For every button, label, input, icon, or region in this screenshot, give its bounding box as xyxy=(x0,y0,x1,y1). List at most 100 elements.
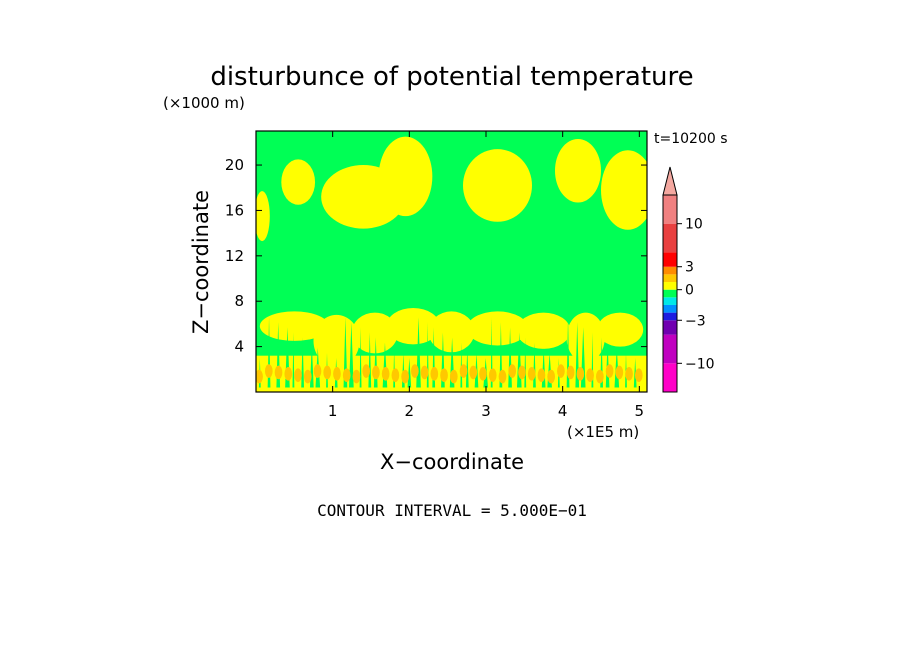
colorbar-segment-8 xyxy=(663,274,677,283)
x-axis-ticks: 1 2 3 4 5 xyxy=(328,131,644,420)
colorbar-segment-3 xyxy=(663,312,677,321)
upper-warm-region xyxy=(256,136,647,242)
colorbar-segment-0 xyxy=(663,363,677,392)
y-tick-label-2: 12 xyxy=(225,247,244,265)
y-tick-label-4: 20 xyxy=(225,156,244,174)
spike-4 xyxy=(292,332,295,388)
hot-spot-8 xyxy=(333,367,341,381)
time-label: t=10200 s xyxy=(654,131,728,147)
surface-hot-band xyxy=(256,364,643,384)
hot-spot-20 xyxy=(449,369,458,384)
hot-spot-39 xyxy=(634,368,643,383)
lower-warm-blob-3 xyxy=(386,308,440,345)
plot-frame xyxy=(255,130,648,393)
contour-interval-note: CONTOUR INTERVAL = 5.000E−01 xyxy=(317,501,587,520)
hot-spot-29 xyxy=(537,368,546,383)
spike-11 xyxy=(349,322,354,388)
hot-spot-35 xyxy=(596,369,604,384)
hot-spot-1 xyxy=(264,364,273,378)
x-axis-label: X−coordinate xyxy=(380,450,524,474)
upper-warm-blob-1 xyxy=(281,159,316,205)
colorbar-segment-2 xyxy=(663,320,677,335)
upper-warm-blob-5 xyxy=(555,138,601,203)
y-axis-ticks: 4 8 12 16 20 xyxy=(225,156,647,356)
hot-spot-10 xyxy=(352,369,361,384)
hot-spot-26 xyxy=(508,364,517,378)
colorbar-label-4: −10 xyxy=(685,356,715,372)
colorbar-segment-6 xyxy=(663,289,677,298)
hot-spot-15 xyxy=(401,369,409,384)
hot-spot-36 xyxy=(605,364,614,378)
hot-spot-25 xyxy=(498,369,507,384)
lower-warm-blob-6 xyxy=(516,312,571,349)
hot-spot-4 xyxy=(294,368,302,383)
hot-spot-5 xyxy=(303,369,312,384)
upper-warm-blob-6 xyxy=(601,150,647,230)
lower-warm-blob-1 xyxy=(313,314,360,368)
y-tick-label-3: 16 xyxy=(225,201,244,219)
x-tick-label-4: 5 xyxy=(635,402,645,420)
hot-spot-3 xyxy=(284,367,293,381)
hot-spot-6 xyxy=(313,364,322,378)
hot-spot-0 xyxy=(256,369,263,384)
hot-spot-11 xyxy=(362,364,371,378)
hot-spot-7 xyxy=(323,365,332,380)
hot-spot-13 xyxy=(381,367,390,381)
hot-spot-28 xyxy=(527,367,536,381)
colorbar-segment-10 xyxy=(663,252,677,267)
hot-spot-34 xyxy=(586,368,594,383)
spike-25 xyxy=(465,347,469,388)
lower-warm-blob-8 xyxy=(597,312,644,347)
colorbar-label-2: 0 xyxy=(685,283,694,299)
y-tick-label-0: 4 xyxy=(234,338,244,356)
spike-45 xyxy=(633,357,637,388)
colorbar-segment-11 xyxy=(663,223,677,253)
colorbar-segment-4 xyxy=(663,304,677,313)
hot-spot-12 xyxy=(372,365,380,380)
colorbar-labels: 10 3 0 −3 −10 xyxy=(677,217,715,372)
hot-spot-33 xyxy=(576,367,585,381)
spike-18 xyxy=(407,357,412,388)
hot-spot-32 xyxy=(566,365,575,380)
colorbar-label-3: −3 xyxy=(685,313,706,329)
upper-warm-blob-0 xyxy=(256,191,270,242)
colorbar xyxy=(662,166,678,393)
y-axis-label: Z−coordinate xyxy=(189,190,213,334)
lower-warm-blob-5 xyxy=(466,311,529,346)
colorbar-label-0: 10 xyxy=(685,217,703,233)
colorbar-segment-5 xyxy=(663,297,677,305)
hot-spot-18 xyxy=(430,367,439,381)
lower-warm-blob-7 xyxy=(566,312,605,363)
colorbar-extend-arrow xyxy=(662,166,678,196)
colorbar-segment-9 xyxy=(663,266,677,275)
colorbar-segment-7 xyxy=(663,282,677,290)
upper-warm-blob-4 xyxy=(463,149,532,222)
colorbar-segment-12 xyxy=(663,195,677,224)
x-tick-label-0: 1 xyxy=(328,402,338,420)
contour-field xyxy=(256,131,647,392)
colorbar-segment-1 xyxy=(663,334,677,364)
upper-warm-blob-3 xyxy=(378,136,433,217)
x-unit-label: (×1E5 m) xyxy=(567,423,639,441)
hot-spot-23 xyxy=(479,367,487,381)
y-tick-label-1: 8 xyxy=(234,292,244,310)
hot-spot-17 xyxy=(420,365,429,380)
spike-12 xyxy=(359,327,362,388)
colorbar-frame xyxy=(662,194,678,393)
hot-spot-27 xyxy=(518,365,526,380)
hot-spot-24 xyxy=(488,368,497,383)
x-tick-label-3: 4 xyxy=(558,402,568,420)
lower-warm-blob-2 xyxy=(351,312,398,354)
hot-spot-21 xyxy=(459,364,468,378)
colorbar-label-1: 3 xyxy=(685,260,694,276)
x-tick-label-1: 2 xyxy=(405,402,415,420)
hot-spot-16 xyxy=(411,364,419,378)
spike-5 xyxy=(301,337,304,388)
chart-title: disturbunce of potential temperature xyxy=(210,62,693,92)
hot-spot-37 xyxy=(615,365,624,380)
hot-spot-19 xyxy=(440,368,448,383)
hot-spot-30 xyxy=(547,369,556,384)
hot-spot-9 xyxy=(342,368,351,383)
hot-spot-2 xyxy=(274,365,283,380)
